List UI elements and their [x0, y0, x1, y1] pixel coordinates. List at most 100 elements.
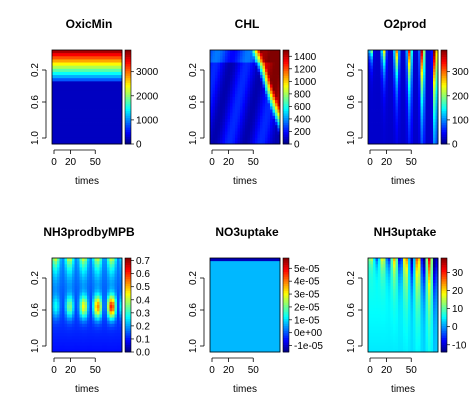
heatmap-cell — [82, 327, 85, 331]
heatmap-cell — [403, 69, 406, 73]
heatmap-cell — [265, 296, 268, 300]
heatmap-cell — [233, 343, 236, 347]
heatmap-cell — [228, 343, 231, 347]
heatmap-cell — [107, 289, 110, 293]
heatmap-cell — [70, 103, 73, 107]
heatmap-cell — [210, 296, 213, 300]
heatmap-cell — [95, 264, 98, 268]
heatmap-cell — [250, 69, 253, 73]
heatmap-cell — [85, 296, 88, 300]
heatmap-cell — [428, 72, 431, 76]
heatmap-cell — [72, 311, 75, 315]
heatmap-cell — [92, 110, 95, 114]
heatmap-cell — [115, 72, 118, 76]
heatmap-cell — [413, 122, 416, 126]
legend-swatch — [283, 109, 289, 112]
heatmap-cell — [401, 346, 404, 350]
heatmap-cell — [383, 81, 386, 85]
heatmap-cell — [87, 122, 90, 126]
heatmap-cell — [258, 138, 261, 142]
heatmap-cell — [426, 66, 429, 70]
heatmap-cell — [228, 106, 231, 110]
heatmap-cell — [230, 277, 233, 281]
legend-tick-label: 4e-05 — [294, 277, 320, 288]
heatmap-cell — [110, 333, 113, 337]
heatmap-cell — [95, 292, 98, 296]
heatmap-cell — [411, 69, 414, 73]
heatmap-cell — [228, 128, 231, 132]
heatmap-cell — [371, 88, 374, 92]
heatmap-cell — [65, 264, 68, 268]
heatmap-cell — [110, 261, 113, 265]
heatmap-cell — [92, 81, 95, 85]
heatmap-cell — [368, 327, 371, 331]
heatmap-cell — [75, 63, 78, 67]
heatmap-cell — [60, 333, 63, 337]
heatmap-cell — [245, 277, 248, 281]
heatmap-cell — [228, 302, 231, 306]
heatmap-cell — [243, 100, 246, 104]
heatmap-cell — [428, 59, 431, 63]
heatmap-cell — [82, 91, 85, 95]
heatmap-cell — [393, 261, 396, 265]
heatmap-cell — [245, 97, 248, 101]
heatmap-cell — [65, 289, 68, 293]
heatmap-cell — [85, 84, 88, 88]
heatmap-cell — [233, 311, 236, 315]
heatmap-cell — [258, 296, 261, 300]
heatmap-cell — [75, 302, 78, 306]
heatmap-cell — [411, 75, 414, 79]
heatmap-cell — [275, 100, 278, 104]
heatmap-cell — [263, 113, 266, 117]
heatmap-cell — [428, 63, 431, 67]
heatmap-cell — [393, 289, 396, 293]
heatmap-cell — [401, 131, 404, 135]
heatmap-cell — [275, 138, 278, 142]
heatmap-cell — [368, 119, 371, 123]
heatmap-cell — [240, 72, 243, 76]
heatmap-cell — [100, 113, 103, 117]
heatmap-cell — [220, 88, 223, 92]
heatmap-cell — [388, 299, 391, 303]
heatmap-cell — [275, 91, 278, 95]
heatmap-cell — [112, 106, 115, 110]
heatmap-cell — [408, 88, 411, 92]
heatmap-cell — [52, 261, 55, 265]
heatmap-cell — [433, 91, 436, 95]
heatmap-cell — [383, 119, 386, 123]
heatmap-cell — [270, 116, 273, 120]
heatmap-cell — [396, 131, 399, 135]
heatmap-cell — [225, 116, 228, 120]
heatmap-cell — [213, 116, 216, 120]
heatmap-cell — [423, 59, 426, 63]
legend-swatch — [283, 303, 289, 306]
heatmap-cell — [215, 280, 218, 284]
heatmap-cell — [411, 78, 414, 82]
heatmap-cell — [102, 339, 105, 343]
heatmap-cell — [240, 88, 243, 92]
heatmap-cell — [97, 135, 100, 139]
heatmap-cell — [107, 59, 110, 63]
heatmap-cell — [401, 69, 404, 73]
heatmap-cell — [213, 258, 216, 262]
heatmap-cell — [250, 63, 253, 67]
legend-swatch — [283, 81, 289, 84]
heatmap-cell — [75, 135, 78, 139]
heatmap-cell — [72, 59, 75, 63]
heatmap-cell — [255, 286, 258, 290]
heatmap-cell — [67, 271, 70, 275]
heatmap-cell — [428, 66, 431, 70]
heatmap-cell — [60, 274, 63, 278]
heatmap-cell — [413, 100, 416, 104]
heatmap-cell — [376, 258, 379, 262]
heatmap-cell — [107, 91, 110, 95]
heatmap-cell — [265, 135, 268, 139]
legend-swatch — [283, 291, 289, 294]
heatmap-cell — [117, 343, 120, 347]
heatmap-cell — [52, 59, 55, 63]
heatmap-cell — [258, 333, 261, 337]
heatmap-cell — [265, 258, 268, 262]
heatmap-cell — [381, 72, 384, 76]
heatmap-cell — [87, 91, 90, 95]
heatmap-cell — [248, 314, 251, 318]
